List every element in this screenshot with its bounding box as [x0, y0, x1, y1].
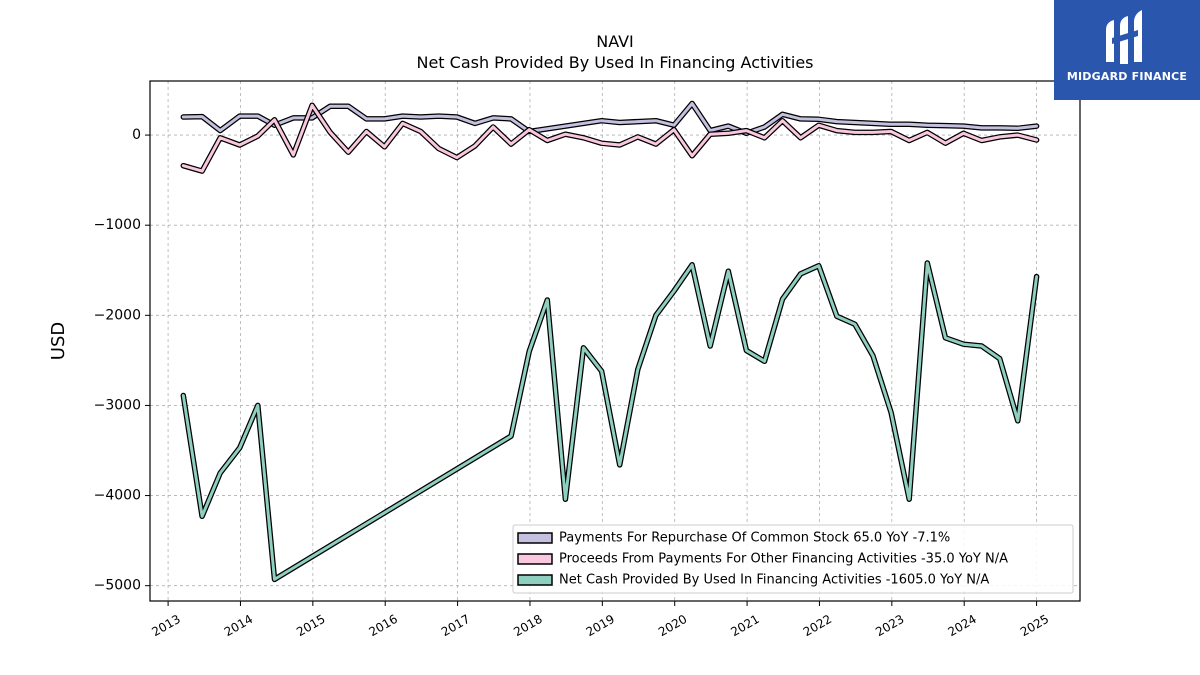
- y-tick-label: −4000: [94, 488, 141, 504]
- y-tick-label: −1000: [94, 217, 141, 233]
- x-tick-label: 2021: [728, 612, 761, 639]
- x-tick-label: 2019: [584, 612, 617, 639]
- legend-swatch: [517, 553, 553, 565]
- legend-swatch: [517, 574, 553, 586]
- x-tick-label: 2018: [511, 612, 544, 639]
- x-tick-label: 2024: [945, 612, 978, 639]
- x-axis: 2013 2014 2015 2016 2017 2018 2019 2020 2021 2022…: [149, 601, 1051, 639]
- x-tick-label: 2016: [366, 612, 399, 639]
- series-line: [181, 103, 1039, 173]
- series-3: [180, 260, 1040, 583]
- x-tick-label: 2013: [149, 612, 182, 639]
- series-line-outline: [180, 102, 1040, 174]
- legend-label: Proceeds From Payments For Other Financi…: [559, 552, 1008, 567]
- brand-name: MIDGARD FINANCE: [1066, 70, 1188, 83]
- x-tick-label: 2014: [222, 612, 255, 639]
- y-tick-label: −5000: [94, 578, 141, 594]
- chart-title: NAVI: [596, 32, 634, 51]
- legend-swatch: [517, 532, 553, 544]
- y-axis: 0 −1000 −2000 −3000 −4000 −5000: [94, 127, 150, 594]
- legend-label: Payments For Repurchase Of Common Stock …: [559, 531, 950, 546]
- brand-logo: MIDGARD FINANCE: [1054, 0, 1200, 100]
- x-tick-label: 2020: [656, 612, 689, 639]
- y-tick-label: −3000: [94, 397, 141, 413]
- grid: [150, 81, 1080, 601]
- chart-subtitle: Net Cash Provided By Used In Financing A…: [416, 53, 813, 72]
- y-axis-label: USD: [48, 322, 69, 360]
- series-line: [181, 261, 1039, 581]
- brand-logo-icon: [1106, 10, 1142, 64]
- y-tick-label: −2000: [94, 307, 141, 323]
- plot-frame: [149, 80, 1081, 602]
- x-tick-label: 2015: [294, 612, 327, 639]
- legend-label: Net Cash Provided By Used In Financing A…: [559, 573, 989, 588]
- x-tick-label: 2022: [801, 612, 834, 639]
- series-lines: [180, 100, 1040, 583]
- x-tick-label: 2025: [1018, 612, 1051, 639]
- x-tick-label: 2023: [873, 612, 906, 639]
- series-2: [180, 102, 1040, 174]
- x-tick-label: 2017: [439, 612, 472, 639]
- legend-box: [512, 524, 1074, 594]
- legend: Payments For Repurchase Of Common Stock …: [512, 524, 1074, 594]
- y-tick-label: 0: [132, 127, 141, 143]
